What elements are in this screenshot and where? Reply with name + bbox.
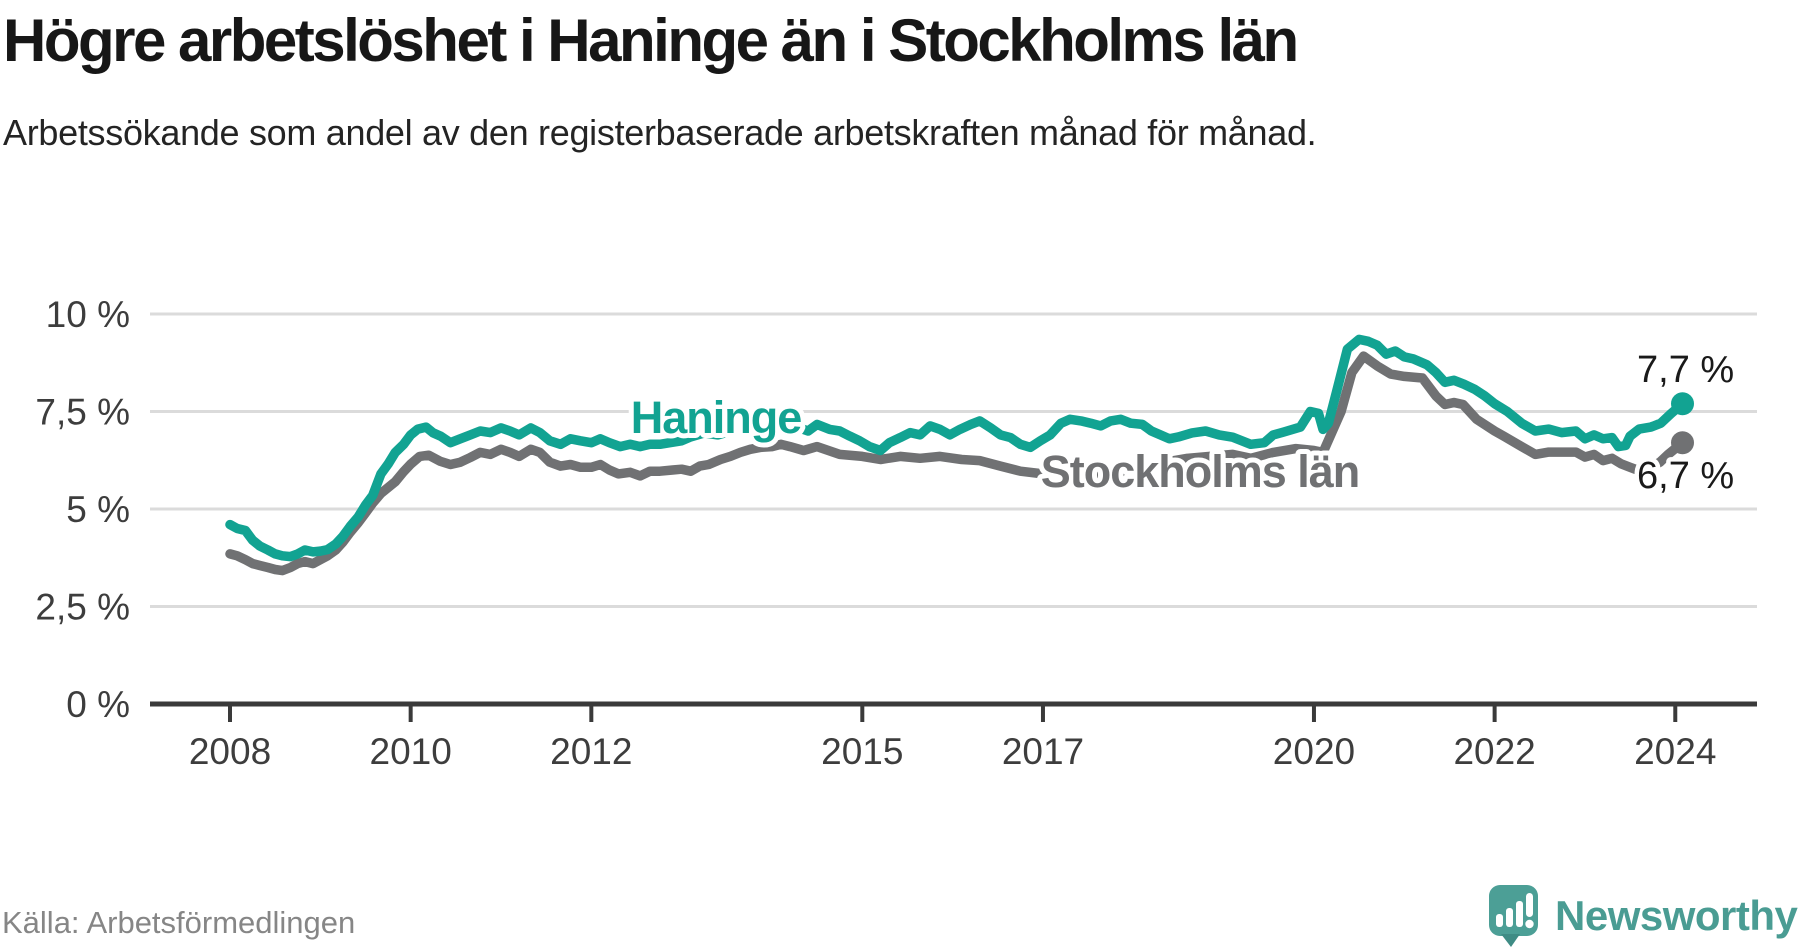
series-line-haninge xyxy=(225,334,1688,562)
newsworthy-branding: Newsworthy xyxy=(1488,884,1798,948)
x-tick-label: 2015 xyxy=(821,731,903,772)
y-tick-label: 7,5 % xyxy=(35,392,130,433)
newsworthy-logo-text: Newsworthy xyxy=(1555,892,1798,939)
x-tick-label: 2022 xyxy=(1453,731,1535,772)
series-label-haninge: Haninge xyxy=(631,392,802,443)
x-tick-label: 2024 xyxy=(1634,731,1716,772)
source-note: Källa: Arbetsförmedlingen xyxy=(2,905,356,940)
newsworthy-logo-icon xyxy=(1489,885,1538,947)
chart-title: Högre arbetslöshet i Haninge än i Stockh… xyxy=(3,7,1299,74)
x-tick-label: 2017 xyxy=(1002,731,1084,772)
end-value-label-haninge: 7,7 % xyxy=(1637,349,1734,391)
chart-subtitle: Arbetssökande som andel av den registerb… xyxy=(3,112,1317,153)
end-value-label-stockholms-l-n: 6,7 % xyxy=(1637,455,1734,497)
y-tick-label: 2,5 % xyxy=(35,587,130,628)
x-tick-label: 2012 xyxy=(550,731,632,772)
series-line-stockholms-l-n xyxy=(225,351,1688,576)
end-dot-stockholms-l-n xyxy=(1671,431,1695,455)
y-tick-label: 5 % xyxy=(66,489,130,530)
series-label-stockholms-l-n: Stockholms län xyxy=(1041,446,1360,497)
x-tick-label: 2010 xyxy=(370,731,452,772)
y-tick-label: 0 % xyxy=(66,684,130,725)
y-tick-label: 10 % xyxy=(46,294,130,335)
x-tick-label: 2008 xyxy=(189,731,271,772)
end-dot-haninge xyxy=(1671,392,1695,416)
x-tick-label: 2020 xyxy=(1273,731,1355,772)
